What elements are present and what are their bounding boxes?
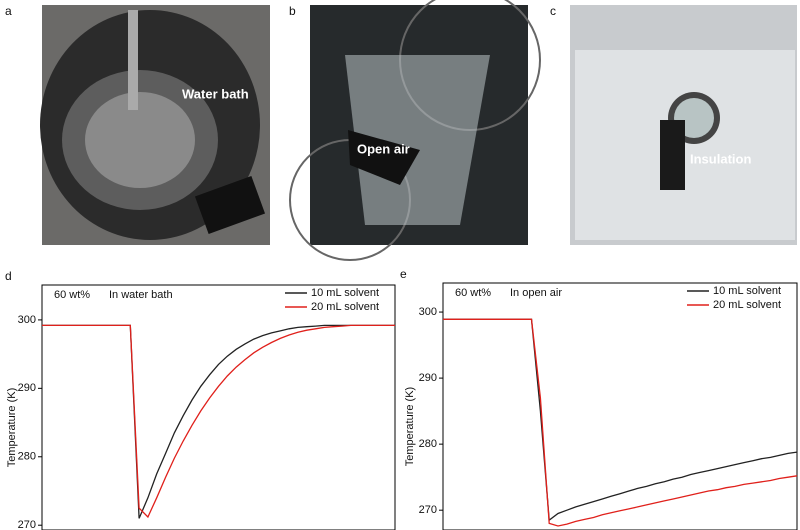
y-axis-label: Temperature (K) [6, 388, 18, 467]
data-line [443, 318, 798, 522]
y-tick-label: 300 [419, 306, 437, 318]
panel-label: b [289, 4, 296, 18]
panel-label: c [550, 4, 556, 18]
y-axis-label: Temperature (K) [404, 387, 416, 466]
y-tick-label: 290 [419, 372, 437, 384]
y-tick-label: 290 [18, 382, 36, 394]
y-tick-label: 280 [18, 451, 36, 463]
data-line [42, 324, 395, 519]
legend-label: 10 mL solvent [311, 287, 379, 299]
panel-label: d [5, 269, 12, 283]
legend-label: 20 mL solvent [713, 299, 781, 311]
legend-label: 10 mL solvent [713, 285, 781, 297]
annotation: In water bath [109, 289, 173, 301]
photo-b [289, 0, 541, 261]
photo-a [40, 5, 270, 245]
annotation: 60 wt% [54, 289, 90, 301]
plot-frame [442, 282, 798, 530]
annotation: In open air [510, 287, 562, 299]
photo-c [570, 5, 797, 245]
legend-label: 20 mL solvent [311, 301, 379, 313]
data-line [443, 318, 798, 527]
photo-annotation: Water bath [182, 86, 249, 101]
y-tick-label: 270 [18, 519, 36, 530]
plot-frame [41, 284, 396, 530]
photo-annotation: Open air [357, 141, 410, 156]
panel-label: a [5, 4, 12, 18]
y-tick-label: 270 [419, 504, 437, 516]
photo-annotation: Insulation [690, 151, 751, 166]
y-tick-label: 280 [419, 438, 437, 450]
panel-label: e [400, 267, 407, 281]
data-line [42, 324, 395, 519]
y-tick-label: 300 [18, 314, 36, 326]
annotation: 60 wt% [455, 287, 491, 299]
